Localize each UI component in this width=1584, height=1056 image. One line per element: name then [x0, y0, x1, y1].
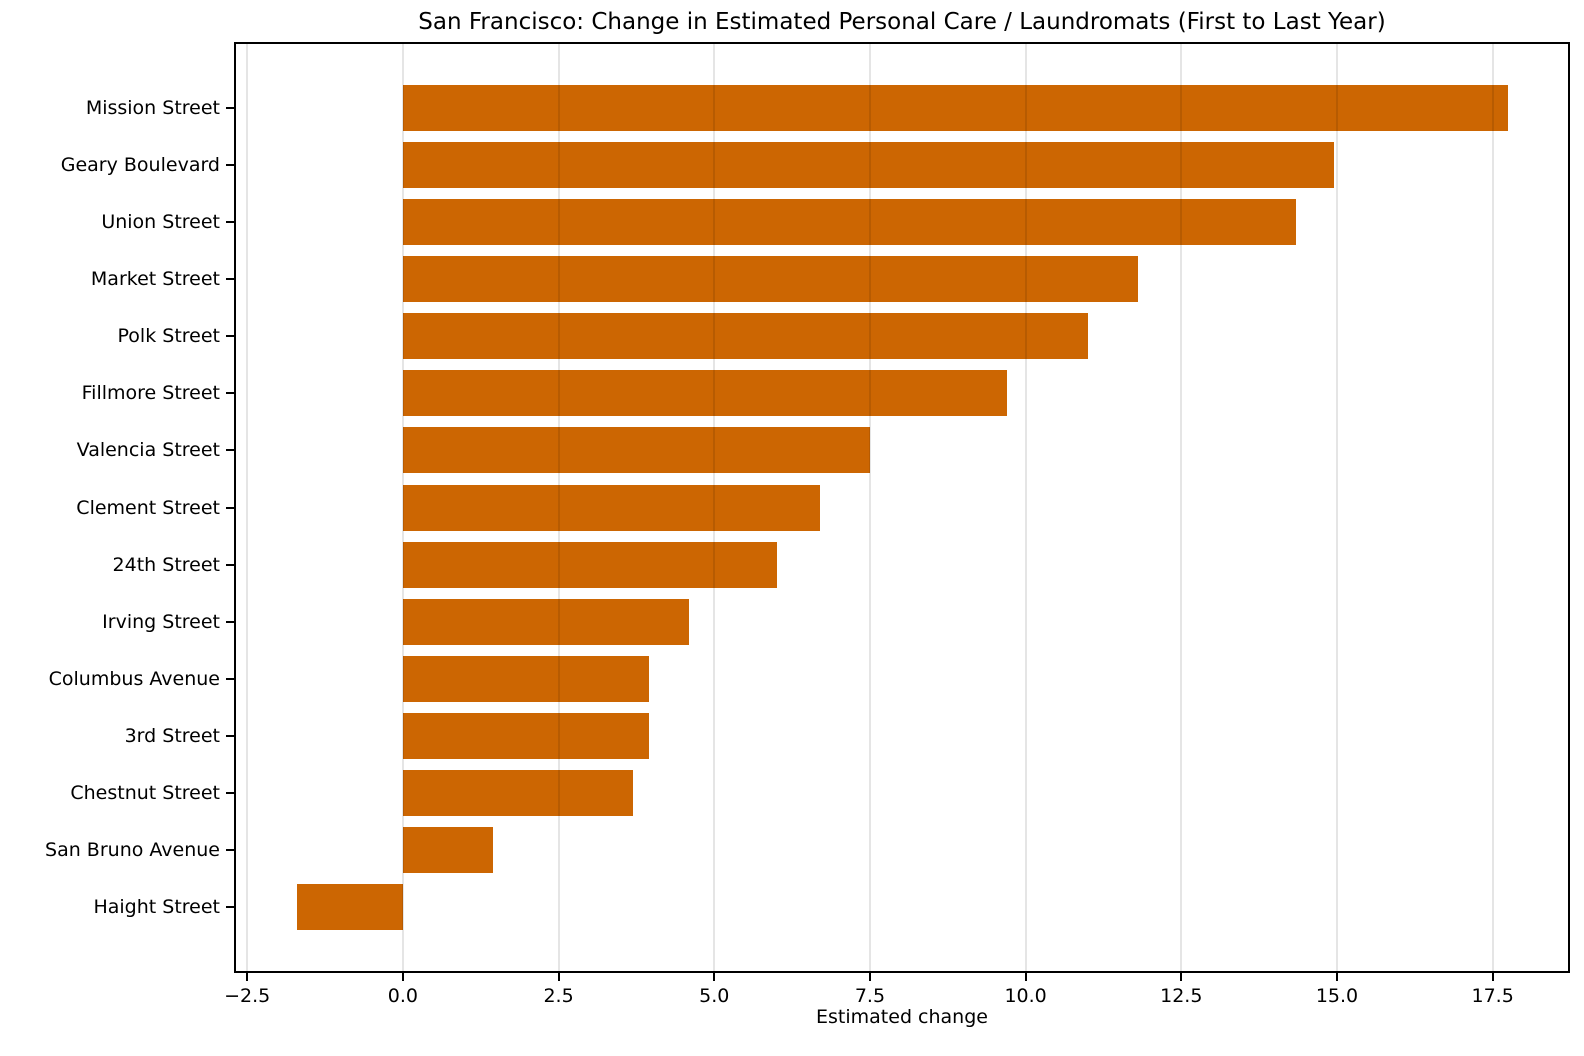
- x-tick-label: 10.0: [1004, 985, 1047, 1007]
- x-axis-title: Estimated change: [816, 1006, 988, 1028]
- x-tick-mark: [557, 973, 560, 981]
- y-tick-label-valencia-street: Valencia Street: [76, 439, 220, 462]
- y-tick-mark: [226, 791, 234, 794]
- x-tick-label: 7.5: [854, 985, 886, 1007]
- y-tick-mark: [226, 335, 234, 338]
- y-tick-mark: [226, 848, 234, 851]
- y-tick-mark: [226, 563, 234, 566]
- y-tick-label-fillmore-street: Fillmore Street: [81, 382, 220, 405]
- y-tick-mark: [226, 164, 234, 167]
- x-tick-label: 0.0: [387, 985, 418, 1007]
- chart-title: San Francisco: Change in Estimated Perso…: [418, 9, 1386, 35]
- y-tick-label-union-street: Union Street: [101, 211, 220, 234]
- x-tick-mark: [401, 973, 404, 981]
- y-tick-label-market-street: Market Street: [90, 268, 220, 291]
- y-tick-mark: [226, 906, 234, 908]
- y-tick-label-chestnut-street: Chestnut Street: [70, 781, 220, 804]
- x-tick-mark: [1024, 973, 1027, 981]
- y-tick-label-3rd-street: 3rd Street: [124, 724, 220, 747]
- y-tick-label-san-bruno-avenue: San Bruno Avenue: [45, 838, 220, 861]
- y-tick-label-clement-street: Clement Street: [76, 496, 220, 519]
- y-tick-label-24th-street: 24th Street: [112, 553, 220, 576]
- y-tick-mark: [226, 449, 234, 452]
- y-tick-label-irving-street: Irving Street: [102, 610, 220, 633]
- x-tick-mark: [1491, 973, 1494, 981]
- x-tick-mark: [868, 973, 871, 981]
- y-tick-label-geary-boulevard: Geary Boulevard: [60, 154, 220, 177]
- x-tick-label: −2.5: [224, 985, 271, 1007]
- y-tick-label-haight-street: Haight Street: [93, 896, 220, 918]
- y-tick-mark: [226, 221, 234, 224]
- x-tick-mark: [713, 973, 716, 981]
- x-tick-mark: [1180, 973, 1183, 981]
- x-tick-mark: [246, 973, 249, 981]
- y-tick-mark: [226, 506, 234, 509]
- plot-frame: [234, 42, 1570, 973]
- x-tick-label: 15.0: [1315, 985, 1359, 1007]
- y-tick-mark: [226, 734, 234, 737]
- y-tick-mark: [226, 107, 234, 109]
- x-tick-label: 17.5: [1471, 985, 1514, 1007]
- x-tick-label: 2.5: [543, 985, 574, 1007]
- y-tick-label-polk-street: Polk Street: [117, 325, 220, 348]
- x-tick-label: 12.5: [1160, 985, 1203, 1007]
- x-tick-mark: [1335, 973, 1338, 981]
- y-tick-mark: [226, 392, 234, 395]
- y-tick-mark: [226, 677, 234, 680]
- x-tick-label: 5.0: [699, 985, 730, 1007]
- y-tick-label-mission-street: Mission Street: [85, 97, 220, 119]
- y-tick-mark: [226, 278, 234, 281]
- y-tick-mark: [226, 620, 234, 623]
- y-tick-label-columbus-avenue: Columbus Avenue: [48, 667, 220, 690]
